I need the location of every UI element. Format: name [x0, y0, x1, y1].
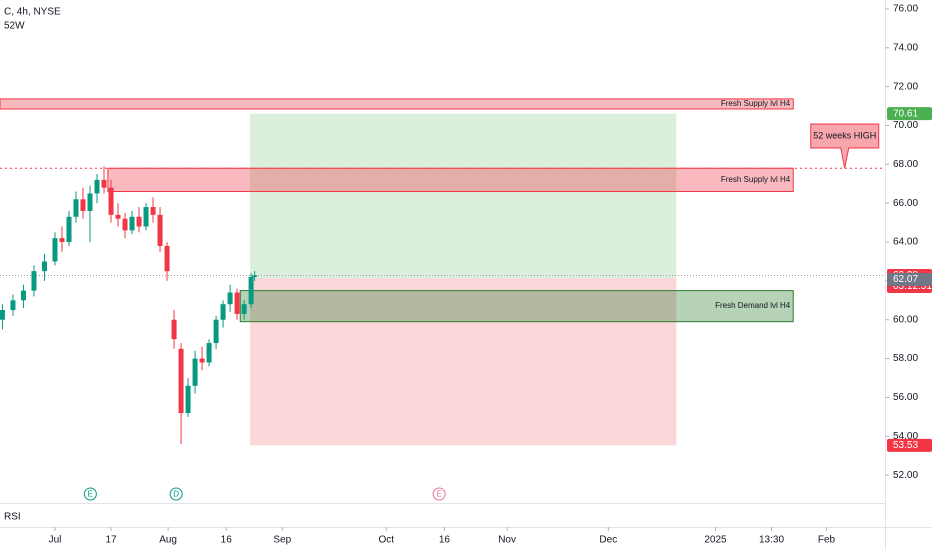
y-tick-label: 68.00	[893, 159, 918, 170]
x-tick-label: 13:30	[759, 535, 784, 546]
candle-body	[206, 343, 212, 363]
loss-zone	[250, 277, 677, 446]
zone-label: Fresh Demand lvl H4	[715, 301, 791, 310]
y-tick-label: 66.00	[893, 198, 918, 209]
candle-body	[185, 385, 191, 413]
zone	[0, 98, 794, 110]
x-tick-label: 2025	[704, 535, 727, 546]
y-tick-label: 60.00	[893, 314, 918, 325]
candle-body	[80, 199, 86, 211]
event-marker	[83, 487, 97, 501]
symbol-title: C, 4h, NYSE	[4, 7, 61, 18]
y-tick-label: 74.00	[893, 42, 918, 53]
x-tick-label: 17	[105, 535, 117, 546]
price-label-box	[887, 107, 932, 121]
candle-body	[227, 292, 233, 305]
candle-body	[10, 300, 16, 311]
candle-body	[115, 214, 121, 219]
candle-body	[192, 358, 198, 386]
x-tick-label: Nov	[498, 535, 516, 546]
candle-body	[143, 207, 149, 227]
event-label: D	[173, 490, 179, 499]
candle-body	[87, 193, 93, 211]
candle-body	[108, 187, 114, 215]
price-label: 62.07	[893, 274, 918, 285]
event-marker	[169, 487, 183, 501]
x-tick-label: Jul	[49, 535, 62, 546]
y-tick-label: 64.00	[893, 237, 918, 248]
price-label: 70.61	[893, 108, 918, 119]
x-tick-label: Dec	[599, 535, 617, 546]
x-tick-label: Aug	[159, 535, 177, 546]
candle-body	[199, 358, 205, 363]
event-marker	[432, 487, 446, 501]
callout-box	[810, 123, 880, 169]
candle-body	[20, 290, 26, 301]
candle-body	[234, 292, 240, 314]
price-label-box	[887, 438, 932, 452]
candle-body	[248, 277, 254, 305]
candle-body	[122, 218, 128, 231]
candle-body	[157, 214, 163, 246]
candle-body	[136, 216, 142, 227]
event-label: E	[437, 490, 442, 499]
candle-body	[66, 216, 72, 243]
y-tick-label: 54.00	[893, 431, 918, 442]
candle-body	[41, 261, 47, 272]
x-tick-label: Feb	[818, 535, 836, 546]
candle-body	[164, 245, 170, 272]
candle-body	[129, 216, 135, 231]
price-label: 53.53	[893, 440, 918, 451]
candle-body	[150, 207, 156, 215]
candle-body	[31, 271, 37, 291]
zone	[239, 290, 794, 323]
event-label: E	[88, 490, 93, 499]
zone-label: Fresh Supply lvl H4	[721, 99, 791, 108]
candle-body	[0, 310, 5, 320]
candle-body	[52, 238, 58, 262]
rsi-label: RSI	[4, 512, 21, 523]
indicator-name: 52W	[4, 21, 25, 32]
candle-body	[220, 304, 226, 320]
candle-body	[178, 348, 184, 413]
y-tick-label: 72.00	[893, 81, 918, 92]
callout-text: 52 weeks HIGH	[813, 130, 876, 140]
countdown: 03:12:51	[893, 281, 932, 292]
candle-body	[101, 179, 107, 188]
candle-body	[213, 319, 219, 344]
y-tick-label: 56.00	[893, 392, 918, 403]
y-tick-label: 70.00	[893, 120, 918, 131]
candle-body	[241, 304, 247, 314]
zone-label: Fresh Supply lvl H4	[721, 175, 791, 184]
candle-body	[252, 275, 258, 278]
x-tick-label: Sep	[273, 535, 291, 546]
y-tick-label: 76.00	[893, 4, 918, 15]
y-tick-label: 58.00	[893, 353, 918, 364]
price-label-box	[887, 273, 932, 287]
x-tick-label: 16	[221, 535, 233, 546]
zone	[107, 167, 794, 193]
y-tick-label: 52.00	[893, 470, 918, 481]
candle-body	[171, 319, 177, 340]
candle-body	[94, 179, 100, 194]
x-tick-label: Oct	[379, 535, 395, 546]
candle-body	[59, 238, 65, 243]
candle-body	[73, 199, 79, 217]
profit-zone	[250, 113, 677, 278]
x-tick-label: 16	[439, 535, 451, 546]
